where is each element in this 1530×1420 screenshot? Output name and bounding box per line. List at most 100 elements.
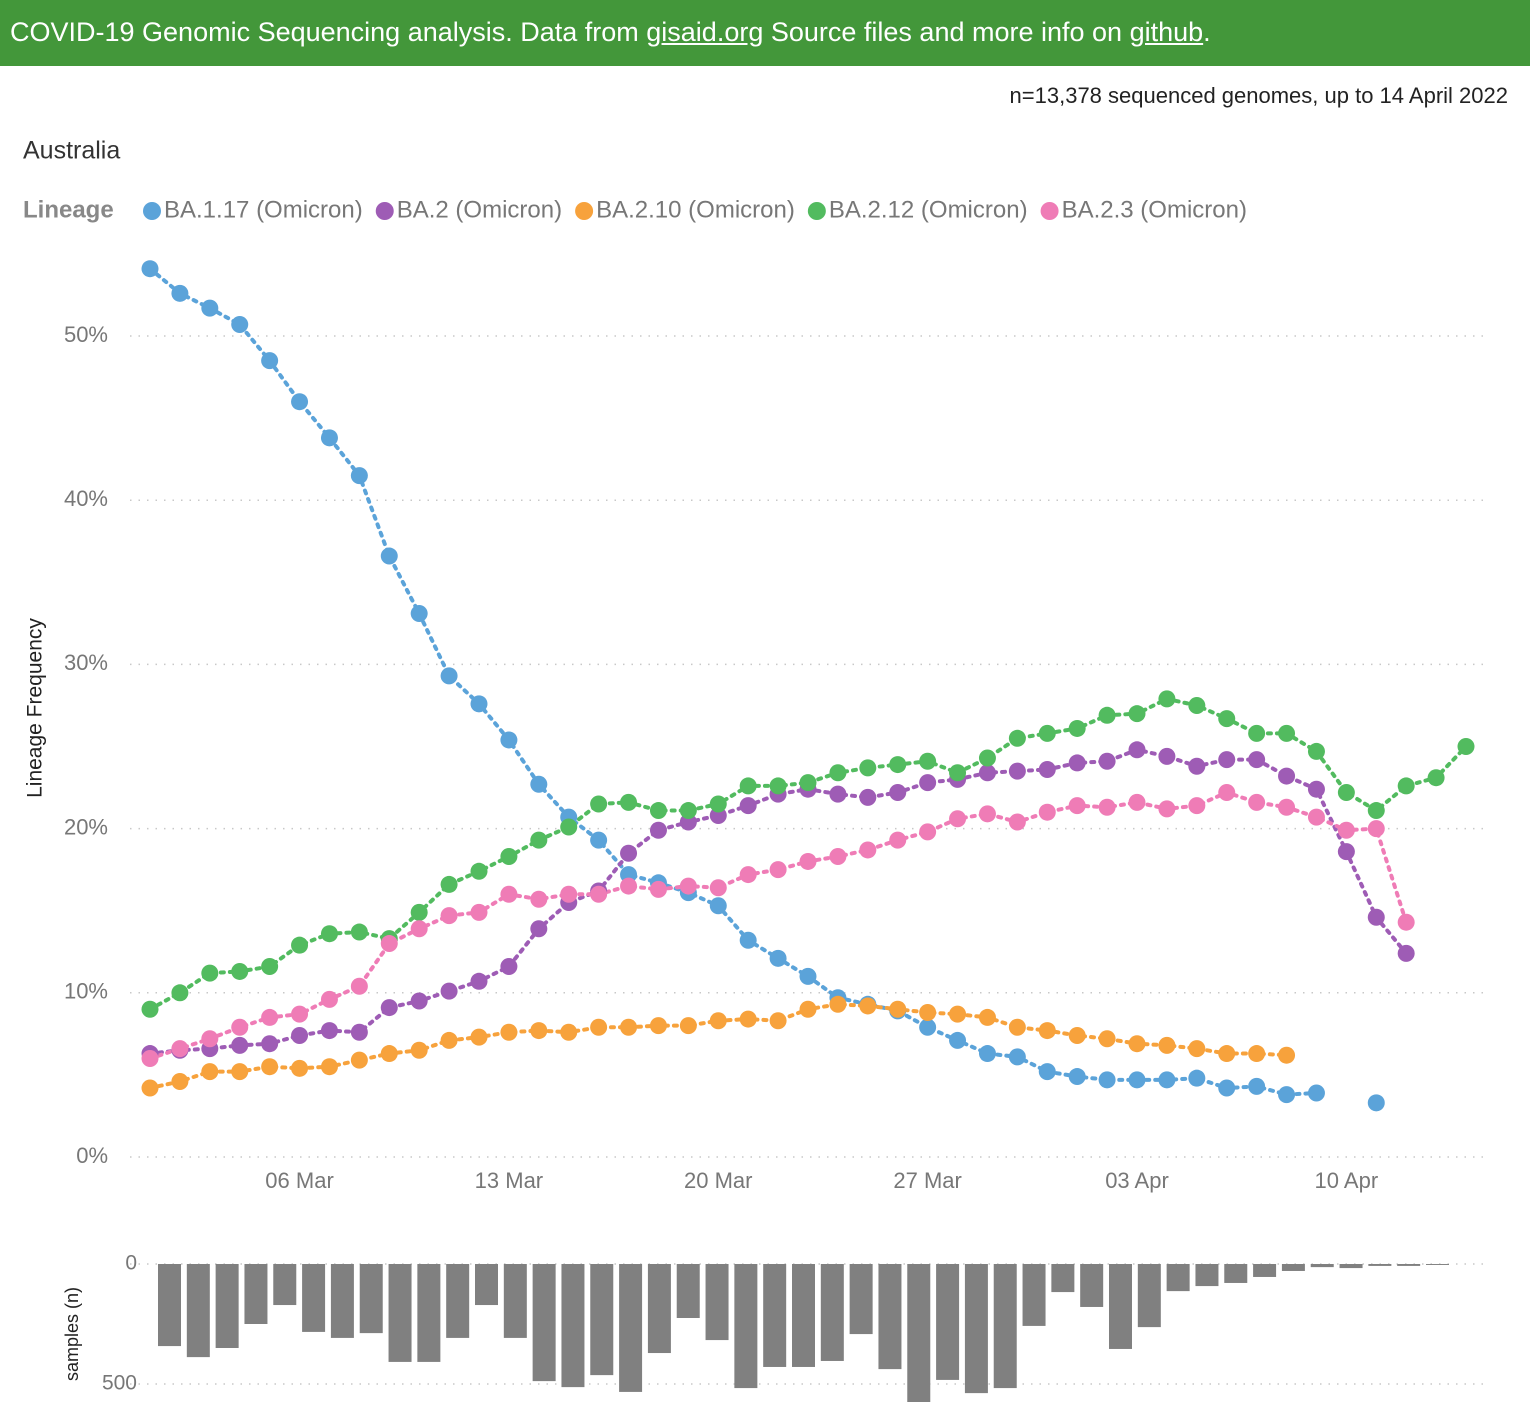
point [769,949,787,967]
bar [907,1264,931,1402]
point [440,907,458,925]
point [978,805,996,823]
point [261,1008,279,1026]
point [1337,783,1355,801]
bar [359,1264,383,1334]
y-tick-label: 500 [102,1372,137,1395]
point [799,1000,817,1018]
point [859,759,877,777]
point [1367,802,1385,820]
bar [302,1264,326,1332]
point [949,1031,967,1049]
bar [849,1264,873,1335]
point [530,920,548,938]
x-tick-label: 27 Mar [893,1168,961,1193]
point [291,1005,309,1023]
point [1307,742,1325,760]
point [530,831,548,849]
point [1188,696,1206,714]
bar [993,1264,1017,1389]
point [560,885,578,903]
point [1397,944,1415,962]
point [859,997,877,1015]
point [1427,769,1445,787]
point [530,1022,548,1040]
y-tick-label: 50% [64,322,108,347]
point [320,429,338,447]
point [440,667,458,685]
point [1098,1030,1116,1048]
point [1248,1077,1266,1095]
point [1038,1063,1056,1081]
bar [273,1264,297,1306]
point [261,1035,279,1053]
bar [964,1264,988,1394]
point [590,885,608,903]
github-link[interactable]: github [1129,17,1204,47]
point [350,1051,368,1069]
point [1158,800,1176,818]
point [470,1028,488,1046]
bar [734,1264,758,1389]
point [261,352,279,370]
point [1158,1071,1176,1089]
point [1098,1071,1116,1089]
point [291,1059,309,1077]
point [1218,1079,1236,1097]
point [410,1041,428,1059]
bar [1022,1264,1046,1326]
point [380,547,398,565]
legend-label: BA.2.12 (Omicron) [829,196,1028,223]
point [679,802,697,820]
header-bar: COVID-19 Genomic Sequencing analysis. Da… [0,0,1530,66]
point [500,885,518,903]
series-line [150,269,1376,1103]
point [739,1010,757,1028]
point [1248,724,1266,742]
point [320,1058,338,1076]
point [1337,821,1355,839]
point [889,783,907,801]
point [440,1031,458,1049]
bar [820,1264,844,1361]
bar [1426,1264,1449,1265]
bar [676,1264,700,1318]
y-tick-label: 20% [64,814,108,839]
point [1337,843,1355,861]
point [1397,777,1415,795]
point [261,1058,279,1076]
point [620,793,638,811]
point [1008,762,1026,780]
gisaid-link[interactable]: gisaid.org [646,17,764,47]
bar [705,1264,729,1341]
y-tick-label: 0% [76,1143,108,1168]
point [1307,780,1325,798]
chart-title: Australia [23,137,120,165]
bar [1137,1264,1161,1328]
bar [1224,1264,1248,1283]
point [1158,690,1176,708]
point [799,967,817,985]
point [739,866,757,884]
header-text: Source files and more info on [763,17,1130,47]
point [1068,1068,1086,1086]
point [1278,1046,1296,1064]
legend-marker [807,202,826,220]
point [620,877,638,895]
point [1098,706,1116,724]
point [1278,1086,1296,1104]
bar [1166,1264,1190,1292]
bar [561,1264,585,1388]
x-tick-label: 20 Mar [684,1168,752,1193]
bar [388,1264,412,1362]
point [769,1012,787,1030]
point [709,879,727,897]
point [231,316,249,334]
bar [417,1264,441,1362]
point [1248,1045,1266,1063]
point [1008,1018,1026,1036]
point [649,821,667,839]
point [380,935,398,953]
point [590,795,608,813]
